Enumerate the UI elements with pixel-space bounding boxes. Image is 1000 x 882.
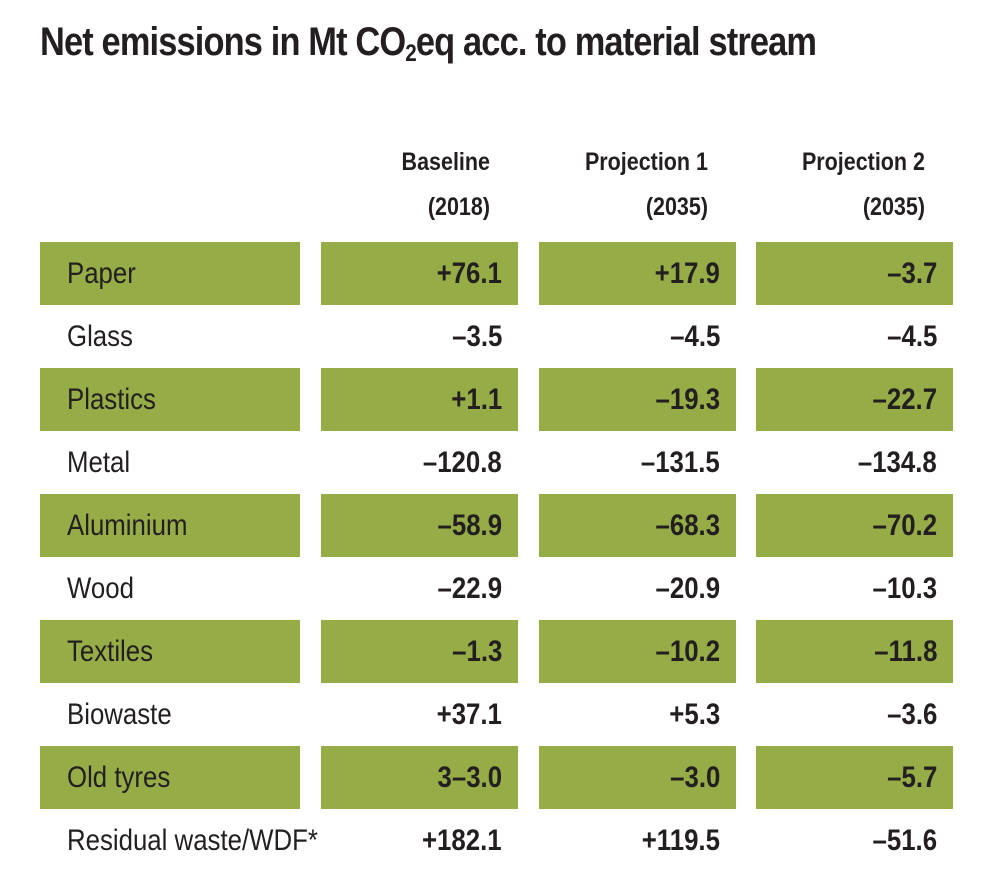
cell-value: –3.5 — [451, 320, 502, 353]
row-label-text: Residual waste/WDF* — [67, 824, 318, 857]
cell-value: –3.7 — [886, 257, 937, 290]
row-label: Old tyres — [40, 746, 300, 809]
title-tail: eq acc. to material stream — [415, 20, 817, 64]
cell-value: –22.7 — [872, 383, 937, 416]
row-label: Metal — [40, 431, 300, 494]
column-header-line1: Projection 2 — [801, 148, 925, 176]
table-cell: –120.8 — [321, 431, 518, 494]
row-label-text: Glass — [67, 320, 133, 353]
table-cell: –5.7 — [756, 746, 953, 809]
table-cell: –22.9 — [321, 557, 518, 620]
row-label-text: Wood — [67, 572, 134, 605]
row-label-text: Paper — [67, 257, 136, 290]
cell-value: –134.8 — [858, 446, 937, 479]
row-label-text: Old tyres — [67, 761, 171, 794]
row-label: Residual waste/WDF* — [40, 809, 318, 872]
table-cell: +17.9 — [539, 242, 736, 305]
cell-value: –22.9 — [437, 572, 502, 605]
title-main: Net emissions in Mt CO — [40, 20, 406, 64]
cell-value: –51.6 — [872, 824, 937, 857]
row-label: Paper — [40, 242, 300, 305]
cell-value: –4.5 — [669, 320, 720, 353]
column-header-line2: (2035) — [645, 193, 708, 221]
cell-value: –58.9 — [437, 509, 502, 542]
column-header-line2: (2018) — [427, 193, 490, 221]
title-subscript: 2 — [405, 40, 417, 67]
row-label: Textiles — [40, 620, 300, 683]
cell-value: +76.1 — [436, 257, 502, 290]
row-label: Glass — [40, 305, 300, 368]
row-label-text: Biowaste — [67, 698, 172, 731]
cell-value: –1.3 — [451, 635, 502, 668]
column-header-projection-2: Projection 2 (2035) — [715, 140, 925, 230]
table-cell: 3–3.0 — [321, 746, 518, 809]
row-label: Plastics — [40, 368, 300, 431]
column-header-line1: Projection 1 — [584, 148, 708, 176]
cell-value: +119.5 — [641, 824, 720, 857]
cell-value: +1.1 — [451, 383, 502, 416]
row-label-text: Metal — [67, 446, 131, 479]
column-header-line1: Baseline — [401, 148, 490, 176]
column-header-line2: (2035) — [862, 193, 925, 221]
cell-value: –19.3 — [655, 383, 720, 416]
row-label: Biowaste — [40, 683, 300, 746]
table-cell: –131.5 — [539, 431, 736, 494]
cell-value: –3.0 — [669, 761, 720, 794]
table-cell: –134.8 — [756, 431, 953, 494]
table-cell: –51.6 — [756, 809, 953, 872]
table-cell: +76.1 — [321, 242, 518, 305]
table-cell: –70.2 — [756, 494, 953, 557]
table-cell: –68.3 — [539, 494, 736, 557]
table-cell: –3.0 — [539, 746, 736, 809]
cell-value: –10.3 — [872, 572, 937, 605]
cell-value: –131.5 — [641, 446, 720, 479]
row-label-text: Plastics — [67, 383, 156, 416]
cell-value: +37.1 — [436, 698, 502, 731]
table-cell: +1.1 — [321, 368, 518, 431]
cell-value: 3–3.0 — [437, 761, 502, 794]
table-cell: –3.6 — [756, 683, 953, 746]
table-cell: –58.9 — [321, 494, 518, 557]
table-cell: –10.3 — [756, 557, 953, 620]
table-cell: –20.9 — [539, 557, 736, 620]
table-cell: –11.8 — [756, 620, 953, 683]
cell-value: –5.7 — [886, 761, 937, 794]
table-cell: –4.5 — [756, 305, 953, 368]
cell-value: +17.9 — [654, 257, 720, 290]
table-cell: –3.5 — [321, 305, 518, 368]
cell-value: –20.9 — [655, 572, 720, 605]
table-cell: –22.7 — [756, 368, 953, 431]
table-cell: –4.5 — [539, 305, 736, 368]
cell-value: –3.6 — [886, 698, 937, 731]
row-label-text: Textiles — [67, 635, 154, 668]
cell-value: –10.2 — [655, 635, 720, 668]
cell-value: +5.3 — [669, 698, 720, 731]
table-cell: –3.7 — [756, 242, 953, 305]
cell-value: –4.5 — [886, 320, 937, 353]
table-cell: +37.1 — [321, 683, 518, 746]
cell-value: +182.1 — [422, 824, 502, 857]
column-header-projection-1: Projection 1 (2035) — [498, 140, 708, 230]
chart-title: Net emissions in Mt CO2eq acc. to materi… — [40, 20, 848, 67]
table-cell: +182.1 — [321, 809, 518, 872]
table-cell: –10.2 — [539, 620, 736, 683]
cell-value: –68.3 — [655, 509, 720, 542]
row-label: Aluminium — [40, 494, 300, 557]
table-cell: +5.3 — [539, 683, 736, 746]
cell-value: –70.2 — [872, 509, 937, 542]
cell-value: –120.8 — [423, 446, 502, 479]
table-cell: +119.5 — [539, 809, 736, 872]
table-cell: –19.3 — [539, 368, 736, 431]
row-label: Wood — [40, 557, 300, 620]
table-cell: –1.3 — [321, 620, 518, 683]
cell-value: –11.8 — [873, 635, 937, 668]
column-header-baseline: Baseline (2018) — [280, 140, 490, 230]
row-label-text: Aluminium — [67, 509, 188, 542]
